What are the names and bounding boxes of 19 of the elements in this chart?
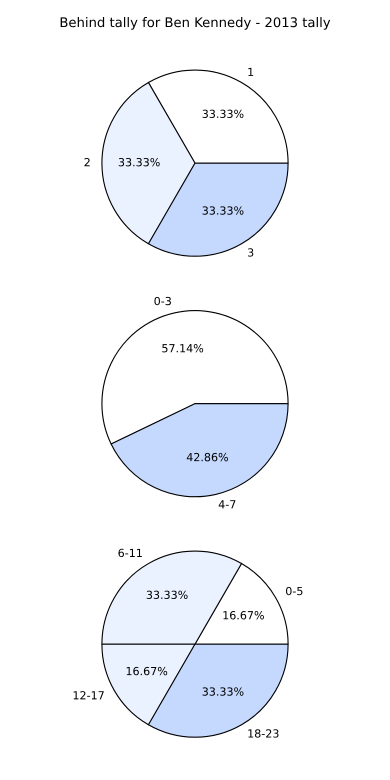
slice-label: 0-3 [154, 296, 171, 306]
chart-title: Behind tally for Ben Kennedy - 2013 tally [60, 17, 330, 30]
data-label: 16.67% [126, 666, 168, 676]
slice-label: 18-23 [248, 729, 279, 738]
slice-label: 6-11 [118, 548, 142, 558]
data-label: 33.33% [118, 158, 160, 166]
slice-label: 1 [248, 68, 254, 76]
slice-label: 2 [84, 158, 90, 166]
data-label: 42.86% [186, 452, 228, 462]
data-label: 33.33% [202, 206, 244, 215]
data-label: 33.33% [146, 590, 188, 600]
slice-label: 3 [248, 248, 254, 257]
data-label: 33.33% [202, 687, 244, 696]
slice-label: 4-7 [218, 500, 236, 508]
slice-label: 0-5 [286, 586, 302, 596]
data-label: 33.33% [202, 110, 244, 118]
slice-label: 12-17 [74, 691, 104, 700]
data-label: 16.67% [223, 611, 264, 620]
data-label: 57.14% [162, 344, 204, 352]
